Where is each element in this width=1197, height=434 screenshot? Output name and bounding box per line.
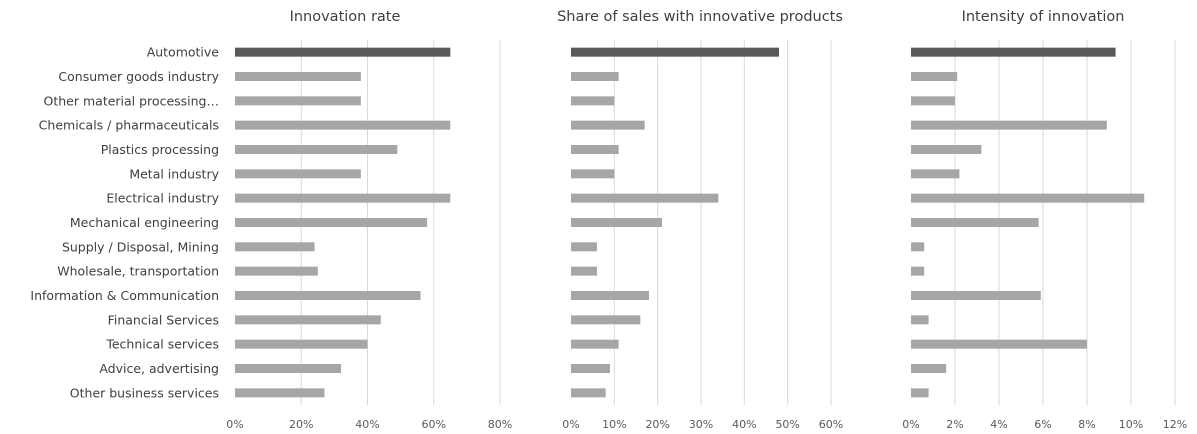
category-label: Information & Communication: [30, 288, 219, 303]
bar: [571, 193, 719, 203]
tick-label: 20%: [289, 418, 313, 431]
bar: [571, 266, 597, 276]
bar: [235, 193, 451, 203]
bar: [911, 218, 1039, 227]
bar: [571, 388, 606, 398]
bar: [911, 193, 1145, 203]
category-label: Technical services: [105, 337, 219, 352]
category-label: Consumer goods industry: [58, 69, 219, 84]
tick-label: 60%: [422, 418, 446, 431]
bar: [571, 145, 619, 154]
tick-label: 0%: [562, 418, 579, 431]
tick-label: 60%: [819, 418, 843, 431]
category-label: Other material processing…: [44, 93, 219, 108]
tick-label: 4%: [990, 418, 1007, 431]
bar: [911, 339, 1087, 349]
bar: [911, 315, 929, 325]
bar: [571, 364, 610, 373]
bar: [235, 242, 315, 252]
category-label: Financial Services: [108, 312, 219, 327]
category-label: Electrical industry: [106, 191, 219, 206]
bar: [911, 169, 960, 179]
panel-title: Intensity of innovation: [962, 9, 1125, 25]
category-label: Other business services: [70, 385, 219, 400]
tick-label: 6%: [1034, 418, 1051, 431]
bar: [911, 47, 1116, 57]
bar: [235, 388, 325, 398]
bar: [911, 291, 1041, 300]
tick-label: 12%: [1163, 418, 1187, 431]
bar: [571, 218, 662, 227]
bar: [571, 291, 649, 300]
bar: [571, 96, 615, 106]
category-label: Chemicals / pharmaceuticals: [39, 118, 219, 133]
bar: [911, 120, 1107, 130]
category-label: Automotive: [147, 45, 220, 60]
category-label: Advice, advertising: [99, 361, 219, 376]
bar: [235, 145, 398, 154]
bar: [571, 315, 641, 325]
bar: [571, 120, 645, 130]
tick-label: 20%: [645, 418, 669, 431]
bar: [911, 266, 925, 276]
category-label: Wholesale, transportation: [57, 264, 219, 279]
tick-label: 10%: [602, 418, 626, 431]
tick-label: 10%: [1119, 418, 1143, 431]
bar: [235, 266, 318, 276]
bar: [235, 218, 428, 227]
bar: [235, 47, 451, 57]
tick-label: 80%: [488, 418, 512, 431]
bar: [911, 242, 925, 252]
tick-label: 30%: [689, 418, 713, 431]
bar: [235, 96, 361, 106]
bar: [911, 145, 982, 154]
bar: [571, 339, 619, 349]
bar: [571, 169, 615, 179]
tick-label: 2%: [946, 418, 963, 431]
bar: [911, 96, 955, 106]
category-label: Mechanical engineering: [70, 215, 219, 230]
tick-label: 0%: [902, 418, 919, 431]
bar: [235, 364, 341, 373]
panel-title: Innovation rate: [290, 9, 401, 25]
bar: [235, 169, 361, 179]
tick-label: 40%: [732, 418, 756, 431]
tick-label: 0%: [226, 418, 243, 431]
bar: [235, 315, 381, 325]
bar: [911, 364, 947, 373]
bar: [571, 242, 597, 252]
bar: [235, 339, 368, 349]
tick-label: 40%: [355, 418, 379, 431]
bar: [911, 72, 958, 81]
tick-label: 8%: [1078, 418, 1095, 431]
bar: [235, 120, 451, 130]
bar: [911, 388, 929, 398]
bar: [235, 291, 421, 300]
bar: [235, 72, 361, 81]
category-label: Metal industry: [129, 166, 219, 181]
tick-label: 50%: [775, 418, 799, 431]
category-label: Supply / Disposal, Mining: [62, 239, 219, 254]
bar: [571, 47, 779, 57]
panel-title: Share of sales with innovative products: [557, 9, 843, 25]
category-label: Plastics processing: [101, 142, 219, 157]
bar: [571, 72, 619, 81]
